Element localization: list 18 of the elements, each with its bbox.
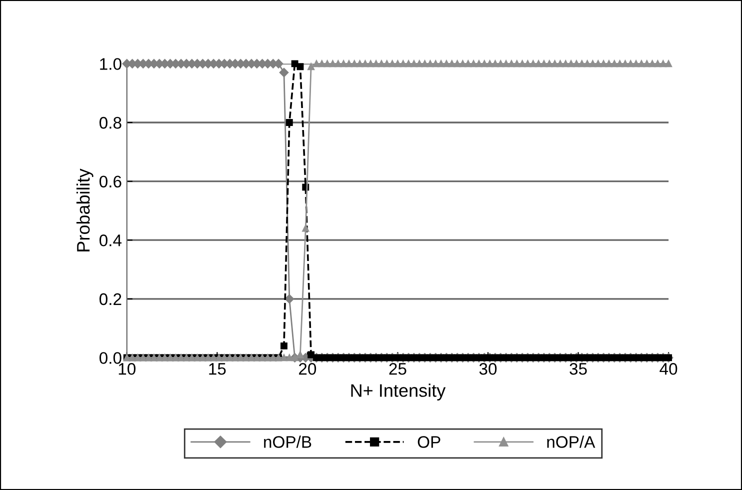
legend-label: OP [418,436,440,448]
y-tick-label: 0.8 [100,116,122,129]
x-tick-label: 25 [389,363,406,375]
x-tick-label: 20 [299,363,316,375]
x-tick-label: 10 [118,363,136,375]
y-tick-label: 0.6 [100,176,122,188]
y-tick-label: 0.0 [100,352,122,364]
y-tick-label: 0.4 [100,234,122,246]
x-tick-label: 35 [570,363,587,375]
legend-label: nOP/A [547,436,596,448]
x-axis-title: N+ Intensity [351,384,446,400]
x-tick-label: 40 [660,363,678,375]
legend-label: nOP/B [264,436,312,448]
y-tick-label: 0.2 [100,293,122,306]
y-axis-title: Probability [76,168,94,252]
x-tick-label: 15 [209,363,226,375]
y-tick-label: 1.0 [100,58,122,70]
x-tick-label: 30 [479,363,497,375]
